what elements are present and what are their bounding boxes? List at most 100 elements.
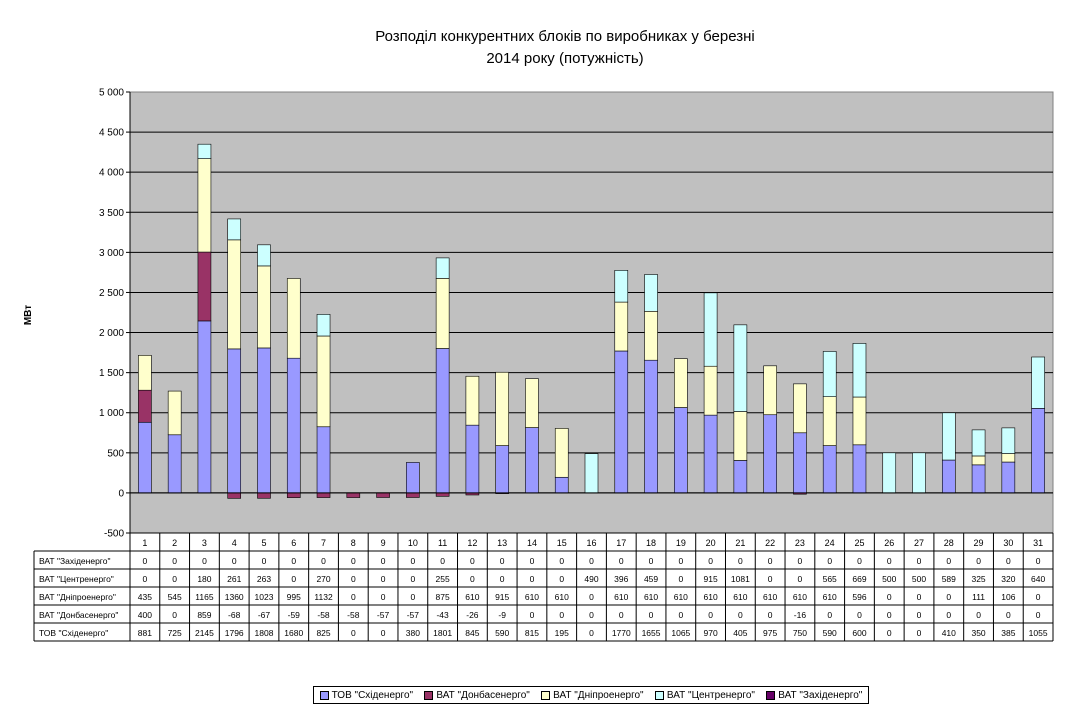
- bar-segment: [1031, 356, 1045, 409]
- table-cell: 610: [704, 592, 718, 602]
- table-cell: 640: [1031, 574, 1045, 584]
- x-tick-label: 19: [676, 538, 686, 548]
- bar-segment: [763, 365, 777, 416]
- table-cell: 270: [316, 574, 330, 584]
- x-tick-label: 22: [765, 538, 775, 548]
- bar-segment: [167, 390, 182, 436]
- table-cell: 400: [138, 610, 152, 620]
- bar-segment: [674, 407, 688, 494]
- table-cell: 0: [262, 556, 267, 566]
- table-cell: -57: [407, 610, 420, 620]
- bar-segment: [614, 270, 629, 303]
- table-cell: 915: [495, 592, 509, 602]
- table-cell: 0: [143, 556, 148, 566]
- bar-segment: [138, 355, 152, 391]
- x-tick-label: 21: [735, 538, 745, 548]
- table-cell: 2145: [195, 628, 214, 638]
- table-cell: 610: [465, 592, 479, 602]
- y-tick-label: 2 500: [99, 288, 124, 299]
- legend-label-donbasenergo: ВАТ "Донбасенерго": [436, 689, 530, 701]
- table-cell: 1023: [255, 592, 274, 602]
- table-cell: 0: [172, 574, 177, 584]
- bar-segment: [257, 492, 271, 499]
- x-tick-label: 30: [1003, 538, 1013, 548]
- y-tick-label: 0: [118, 488, 124, 499]
- table-cell: -58: [347, 610, 360, 620]
- bar-segment: [793, 383, 807, 434]
- table-cell: 0: [589, 610, 594, 620]
- table-cell: 0: [798, 556, 803, 566]
- bar-segment: [197, 320, 212, 494]
- table-cell: 0: [946, 556, 951, 566]
- legend: ТОВ "Східенерго" ВАТ "Донбасенерго" ВАТ …: [313, 686, 869, 704]
- table-cell: 815: [525, 628, 539, 638]
- y-tick-label: 1 000: [99, 408, 124, 419]
- x-tick-label: 8: [351, 538, 356, 548]
- bar-segment: [316, 426, 331, 494]
- table-cell: 1081: [731, 574, 750, 584]
- bar-segment: [376, 492, 390, 498]
- table-cell: 0: [589, 628, 594, 638]
- table-cell: 610: [644, 592, 658, 602]
- table-cell: 0: [678, 556, 683, 566]
- table-cell: 610: [614, 592, 628, 602]
- bar-segment: [227, 348, 242, 494]
- bar-segment: [1031, 408, 1045, 494]
- table-cell: 263: [257, 574, 271, 584]
- bar-segment: [286, 357, 301, 494]
- legend-swatch-tsentrenergo: [654, 690, 664, 700]
- table-cell: -68: [228, 610, 241, 620]
- table-cell: 0: [440, 556, 445, 566]
- x-tick-label: 7: [321, 538, 326, 548]
- table-cell: 0: [798, 574, 803, 584]
- table-cell: 669: [852, 574, 866, 584]
- bar-segment: [703, 365, 718, 416]
- table-cell: 255: [436, 574, 450, 584]
- chart-title: Розподіл конкурентних блоків по виробник…: [0, 26, 1068, 70]
- table-cell: 0: [857, 556, 862, 566]
- table-cell: 1132: [314, 592, 333, 602]
- table-cell: 0: [589, 556, 594, 566]
- table-cell: 610: [525, 592, 539, 602]
- table-cell: 0: [619, 556, 624, 566]
- table-cell: 0: [351, 628, 356, 638]
- table-cell: 0: [678, 610, 683, 620]
- table-cell: 610: [733, 592, 747, 602]
- table-cell: 859: [197, 610, 211, 620]
- table-cell: 0: [917, 592, 922, 602]
- table-cell: 565: [823, 574, 837, 584]
- bar-segment: [167, 434, 182, 494]
- x-tick-label: 18: [646, 538, 656, 548]
- table-cell: 0: [946, 610, 951, 620]
- bar-segment: [257, 244, 271, 267]
- table-cell: 0: [649, 610, 654, 620]
- table-cell: 405: [733, 628, 747, 638]
- legend-swatch-dniproenergo: [541, 690, 551, 700]
- table-cell: 825: [316, 628, 330, 638]
- table-cell: 0: [172, 610, 177, 620]
- bar-segment: [554, 476, 569, 494]
- bar-segment: [525, 427, 539, 494]
- bar-segment: [227, 218, 242, 241]
- table-cell: 1808: [255, 628, 274, 638]
- table-cell: 750: [793, 628, 807, 638]
- bar-segment: [346, 492, 361, 498]
- legend-swatch-donbasenergo: [424, 690, 434, 700]
- legend-item-donbasenergo: ВАТ "Донбасенерго": [424, 689, 530, 701]
- table-cell: 500: [882, 574, 896, 584]
- table-cell: 0: [381, 556, 386, 566]
- table-cell: 0: [559, 610, 564, 620]
- x-tick-label: 14: [527, 538, 537, 548]
- table-cell: 0: [976, 556, 981, 566]
- x-tick-label: 10: [408, 538, 418, 548]
- table-cell: 995: [287, 592, 301, 602]
- y-tick-label: 3 500: [99, 208, 124, 219]
- table-cell: 396: [614, 574, 628, 584]
- x-tick-label: 3: [202, 538, 207, 548]
- table-cell: 1055: [1029, 628, 1048, 638]
- bar-segment: [435, 257, 450, 279]
- x-tick-label: 29: [974, 538, 984, 548]
- table-cell: 0: [530, 610, 535, 620]
- bar-segment: [1001, 427, 1016, 454]
